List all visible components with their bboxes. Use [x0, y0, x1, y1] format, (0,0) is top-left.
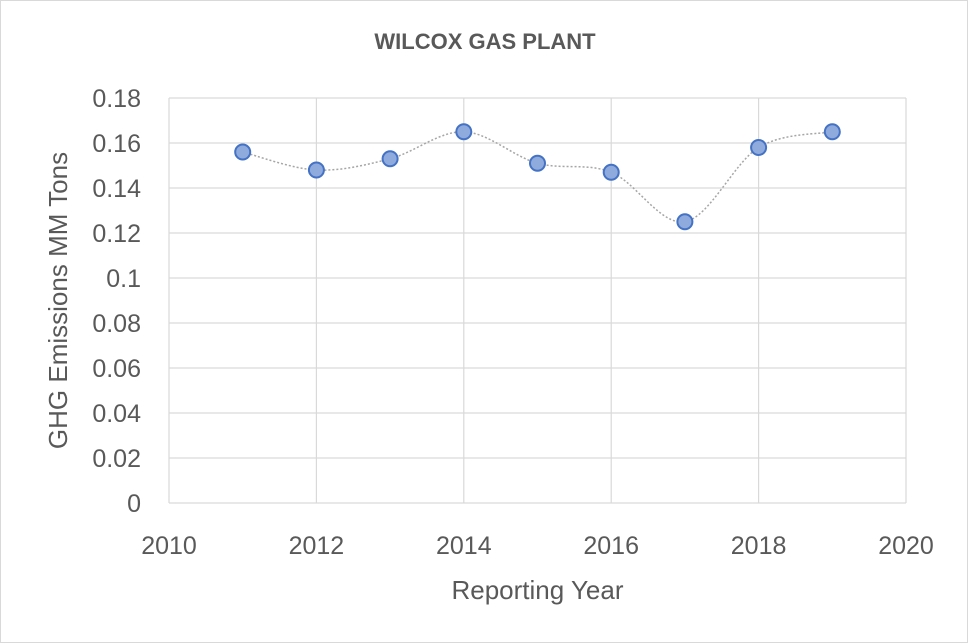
chart-title: WILCOX GAS PLANT: [374, 29, 596, 54]
y-tick-label: 0.04: [92, 400, 141, 428]
data-point: [750, 139, 768, 156]
data-point: [307, 161, 325, 179]
x-tick-label: 2014: [436, 532, 492, 560]
x-tick-label: 2018: [731, 532, 787, 560]
x-axis-label: Reporting Year: [451, 575, 623, 605]
x-tick-label: 2016: [583, 532, 639, 560]
x-tick-label: 2012: [289, 532, 345, 560]
grid-lines: [168, 97, 907, 504]
x-tick-label: 2010: [141, 532, 197, 560]
tick-labels: 0 0.02 0.04 0.06 0.08 0.1 0.12 0.14 0.16 0.18 2010…: [92, 85, 933, 560]
y-tick-label: 0.14: [92, 175, 141, 203]
series-line: [242, 130, 833, 223]
x-tick-label: 2020: [878, 532, 934, 560]
data-point: [381, 150, 399, 168]
y-tick-label: 0.08: [92, 310, 141, 338]
data-point: [676, 213, 694, 231]
y-tick-label: 0: [127, 490, 141, 518]
y-tick-label: 0.16: [92, 130, 141, 158]
data-point: [529, 154, 546, 172]
y-axis-label: GHG Emissions MM Tons: [43, 152, 73, 449]
data-points: [234, 123, 841, 231]
y-tick-label: 0.06: [92, 355, 141, 383]
y-tick-label: 0.1: [106, 265, 141, 293]
data-point: [823, 123, 841, 141]
y-tick-label: 0.18: [92, 85, 141, 113]
y-tick-label: 0.12: [92, 220, 141, 248]
data-point: [455, 123, 473, 141]
y-tick-label: 0.02: [92, 445, 141, 473]
data-point: [602, 163, 620, 181]
data-point: [234, 143, 252, 161]
